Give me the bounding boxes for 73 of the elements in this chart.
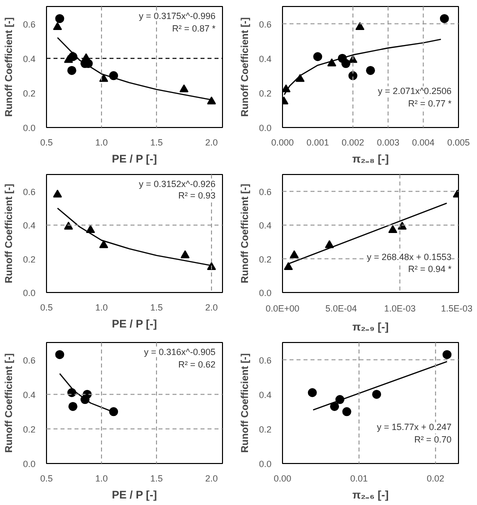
- y-tick-label: 0.4: [258, 390, 272, 400]
- annotation: R² = 0.93: [178, 190, 216, 201]
- y-tick-label: 0.6: [258, 19, 272, 30]
- y-tick-label: 0.0: [22, 288, 36, 298]
- x-axis-title: π₂₋₆ [-]: [352, 490, 390, 502]
- y-tick-label: 0.4: [258, 220, 272, 231]
- x-tick-label: 0.5: [40, 302, 53, 312]
- x-tick-label: 1.0: [95, 474, 108, 484]
- y-tick-label: 0.6: [22, 19, 36, 30]
- annotation: y = 0.3152x^-0.926: [138, 178, 216, 189]
- annotation: R² = 0.94 *: [408, 264, 452, 274]
- x-tick-label: 1.0E-03: [384, 304, 416, 314]
- x-tick-label: 2.0: [205, 138, 218, 148]
- annotation: R² = 0.87 *: [172, 23, 216, 34]
- x-tick-label: 1.5: [150, 474, 163, 484]
- y-tick-label: 0.4: [22, 390, 36, 400]
- y-axis-title: Runoff Coefficient [-]: [240, 184, 251, 284]
- x-tick-label: 0.5: [40, 474, 53, 484]
- x-axis-title: PE / P [-]: [112, 154, 158, 166]
- x-axis-title: PE / P [-]: [112, 490, 158, 502]
- y-tick-label: 0.6: [22, 186, 36, 197]
- y-axis-title: Runoff Coefficient [-]: [240, 17, 251, 117]
- y-tick-label: 0.2: [22, 88, 36, 98]
- annotation: y = 15.77x + 0.247: [376, 422, 452, 432]
- x-tick-label: 1.0: [95, 302, 108, 312]
- y-tick-label: 0.0: [258, 288, 272, 298]
- annotation: R² = 0.77 *: [408, 98, 452, 108]
- x-tick-label: 1.5: [150, 302, 163, 312]
- x-tick-label: 0.01: [350, 474, 368, 484]
- y-tick-label: 0.2: [22, 254, 36, 264]
- x-tick-label: 0.02: [426, 474, 444, 484]
- x-tick-label: 5.0E-04: [325, 304, 357, 314]
- y-tick-label: 0.0: [22, 459, 36, 469]
- x-axis-title: π₂₋₈ [-]: [352, 154, 390, 166]
- x-tick-label: 1.5: [150, 138, 163, 148]
- x-tick-label: 0.003: [376, 138, 400, 148]
- x-tick-label: 1.0: [95, 138, 108, 148]
- annotation: R² = 0.70: [414, 434, 452, 444]
- y-tick-label: 0.0: [22, 123, 36, 133]
- x-tick-label: 2.0: [205, 302, 218, 312]
- y-tick-label: 0.2: [258, 254, 272, 264]
- annotation: R² = 0.62: [178, 359, 216, 370]
- y-axis-title: Runoff Coefficient [-]: [240, 353, 251, 453]
- x-tick-label: 0.005: [447, 138, 470, 148]
- x-tick-label: 0.000: [271, 138, 294, 148]
- y-tick-label: 0.4: [258, 54, 272, 64]
- annotation: y = 2.071x^0.2506: [378, 86, 452, 96]
- y-tick-label: 0.2: [258, 88, 272, 98]
- x-tick-label: 2.0: [205, 474, 218, 484]
- x-tick-label: 0.5: [40, 138, 53, 148]
- y-tick-label: 0.0: [258, 123, 272, 133]
- x-tick-label: 0.002: [342, 138, 364, 148]
- y-tick-label: 0.2: [258, 424, 272, 434]
- y-axis-title: Runoff Coefficient [-]: [4, 17, 15, 117]
- y-tick-label: 0.4: [22, 220, 36, 231]
- y-tick-label: 0.0: [258, 459, 272, 469]
- y-tick-label: 0.6: [258, 355, 272, 366]
- x-tick-label: 1.5E-03: [440, 304, 473, 314]
- x-axis-title: π₂₋₉ [-]: [352, 322, 389, 334]
- annotation: y = 0.3175x^-0.996: [138, 11, 216, 22]
- y-tick-label: 0.6: [258, 186, 272, 197]
- y-tick-label: 0.6: [22, 355, 36, 366]
- x-axis-title: PE / P [-]: [112, 318, 158, 330]
- x-tick-label: 0.001: [306, 138, 329, 148]
- y-axis-title: Runoff Coefficient [-]: [4, 353, 15, 453]
- annotation: y = 268.48x + 0.1553: [366, 252, 452, 262]
- x-tick-label: 0.004: [412, 138, 435, 148]
- x-tick-label: 0.0E+00: [266, 304, 300, 314]
- y-axis-title: Runoff Coefficient [-]: [4, 184, 15, 284]
- y-tick-label: 0.4: [22, 54, 36, 64]
- y-tick-label: 0.2: [22, 424, 36, 434]
- annotation: y = 0.316x^-0.905: [144, 347, 216, 358]
- x-tick-label: 0.00: [274, 474, 292, 484]
